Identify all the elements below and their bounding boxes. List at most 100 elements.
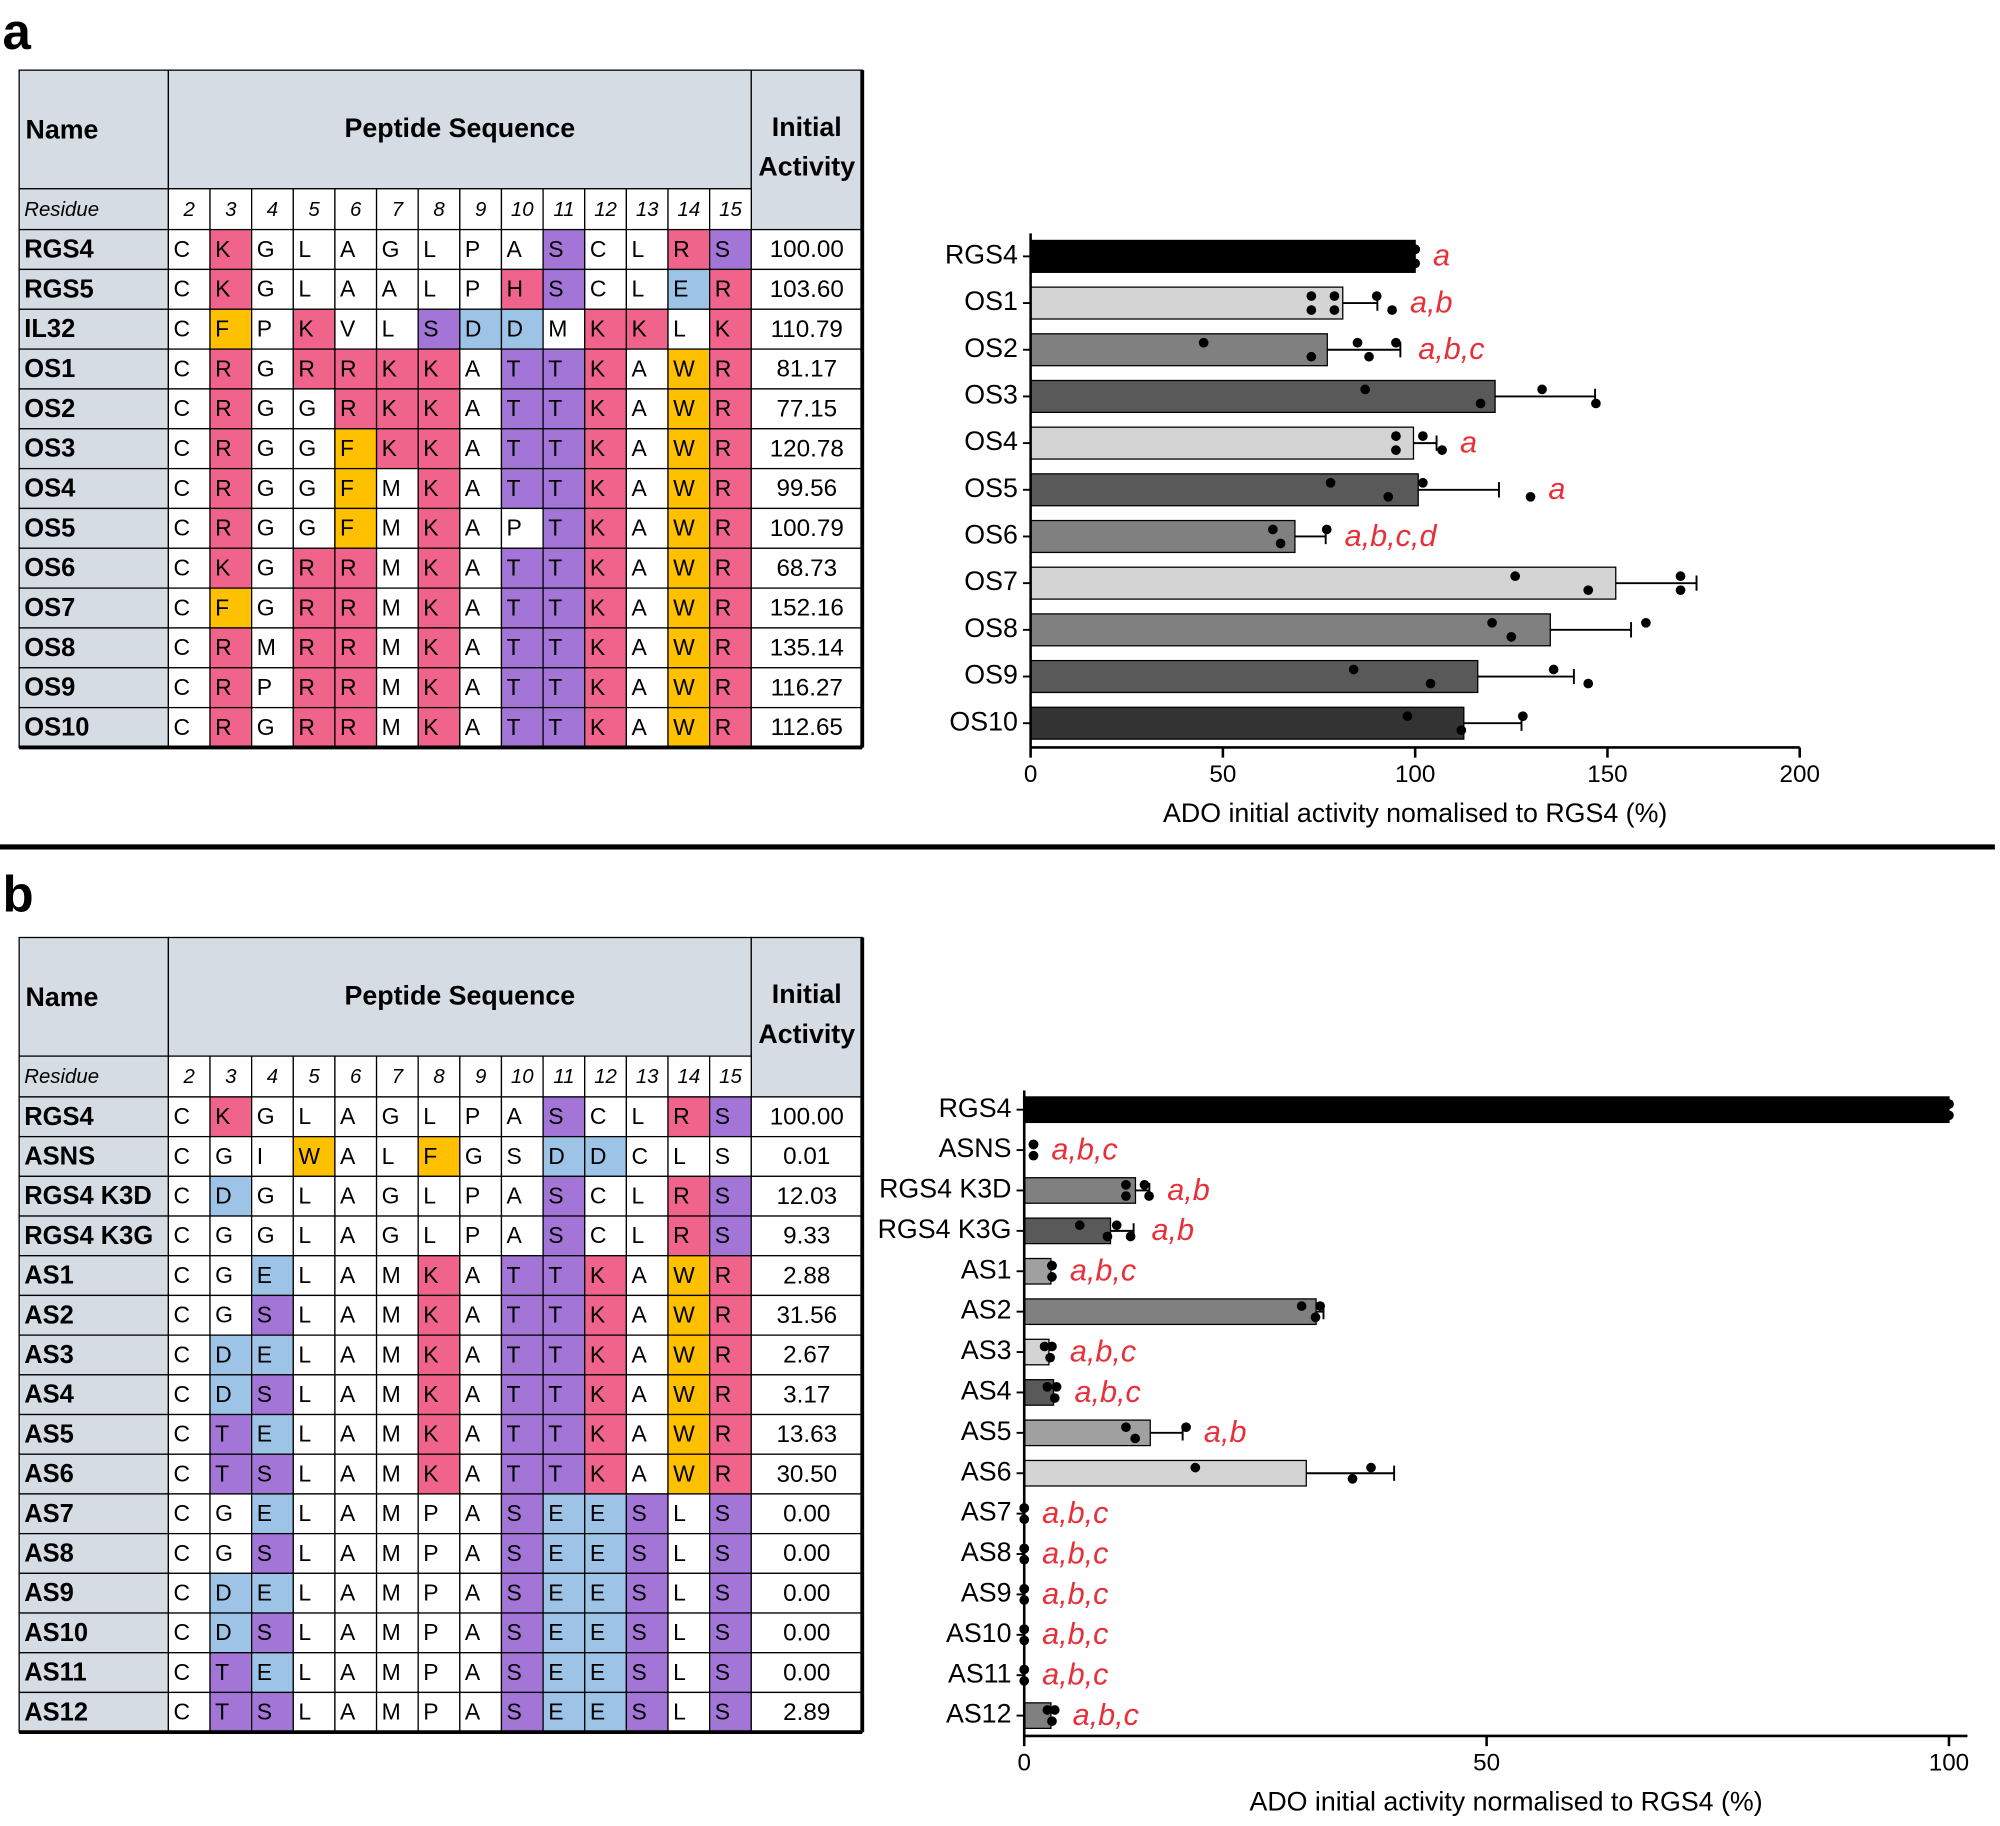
sequence-cell	[584, 1413, 628, 1455]
residue-letter: G	[257, 276, 275, 302]
sequence-cell	[209, 627, 253, 669]
residue-letter: C	[590, 276, 607, 302]
data-point	[1049, 1705, 1060, 1715]
sequence-cell	[167, 1255, 211, 1297]
residue-letter: G	[215, 1500, 233, 1526]
row-name: OS3	[24, 435, 75, 463]
residue-letter: A	[631, 634, 647, 660]
residue-letter: S	[507, 1540, 522, 1566]
residue-letter: T	[548, 594, 562, 620]
sequence-cell	[625, 1334, 669, 1376]
residue-letter: S	[507, 1143, 522, 1169]
sequence-cell	[251, 1334, 294, 1376]
residue-letter: L	[382, 1143, 395, 1169]
data-point	[1321, 524, 1332, 535]
data-point	[1391, 431, 1401, 441]
bar	[1029, 519, 1296, 554]
sequence-cell	[709, 547, 752, 589]
residue-letter: D	[465, 316, 482, 342]
significance-label: a,b	[1204, 1415, 1247, 1449]
residue-letter: M	[257, 634, 276, 660]
significance-label: a,b,c	[1051, 1132, 1117, 1166]
sequence-cell	[209, 428, 253, 470]
sequence-cell	[709, 1652, 752, 1694]
sequence-cell	[667, 1691, 711, 1733]
sequence-cell	[459, 547, 503, 589]
residue-letter: A	[465, 475, 481, 501]
residue-letter: E	[548, 1619, 563, 1645]
residue-letter: A	[631, 515, 647, 541]
row-name: AS5	[24, 1420, 74, 1448]
residue-letter: R	[215, 475, 232, 501]
panel-label: b	[3, 865, 34, 922]
residue-letter: C	[173, 555, 190, 581]
residue-letter: T	[548, 355, 562, 381]
sequence-cell	[542, 587, 586, 629]
row-name: OS4	[24, 475, 76, 503]
residue-letter: L	[423, 1183, 436, 1209]
bar	[1023, 1298, 1317, 1326]
residue-number: 14	[677, 1066, 700, 1088]
residue-letter: E	[257, 1580, 272, 1606]
residue-number: 3	[225, 1066, 237, 1088]
activity-value: 9.33	[783, 1223, 830, 1250]
x-tick-label: 150	[1587, 761, 1627, 788]
residue-letter: A	[465, 395, 481, 421]
name-cell	[18, 1652, 170, 1694]
residue-letter: V	[340, 316, 356, 342]
sequence-cell	[459, 1612, 503, 1654]
residue-letter: A	[340, 1222, 356, 1248]
residue-number: 13	[636, 199, 659, 221]
significance-label: a,b,c	[1418, 332, 1484, 366]
sequence-cell	[209, 348, 253, 390]
activity-cell	[750, 1096, 863, 1138]
sequence-cell	[251, 308, 294, 350]
residue-letter: A	[631, 674, 647, 700]
residue-letter: C	[173, 395, 190, 421]
sequence-cell	[209, 1175, 253, 1217]
residue-letter: R	[340, 355, 357, 381]
residue-letter: E	[590, 1580, 605, 1606]
activity-cell	[750, 1294, 863, 1336]
residue-letter: T	[548, 1421, 562, 1447]
name-cell	[18, 1175, 170, 1217]
sequence-cell	[459, 348, 503, 390]
residue-letter: T	[507, 1341, 521, 1367]
sequence-cell	[542, 1374, 586, 1416]
data-point	[1275, 538, 1286, 549]
sequence-cell	[334, 1334, 378, 1376]
data-point	[1525, 491, 1536, 502]
x-tick-label: 50	[1209, 761, 1236, 788]
sequence-cell	[500, 1652, 544, 1694]
sequence-cell	[500, 1453, 544, 1495]
residue-letter: K	[382, 435, 398, 461]
sequence-cell	[209, 467, 253, 510]
residue-letter: S	[507, 1500, 522, 1526]
residue-letter: T	[507, 355, 521, 381]
residue-letter: R	[673, 236, 690, 262]
sequence-cell	[209, 1096, 253, 1138]
residue-letter: T	[215, 1659, 229, 1685]
residue-letter: A	[340, 1341, 356, 1367]
residue-letter: W	[673, 1262, 695, 1288]
residue-letter: S	[715, 236, 730, 262]
data-point	[1348, 664, 1359, 675]
residue-letter: A	[465, 1619, 481, 1645]
error-bar	[1615, 575, 1698, 591]
sequence-cell	[709, 1493, 752, 1535]
significance-label: a,b,c	[1042, 1658, 1108, 1692]
category-label: AS8	[961, 1537, 1012, 1567]
sequence-cell	[417, 348, 461, 390]
sequence-cell	[251, 507, 294, 549]
residue-letter: R	[673, 1183, 690, 1209]
residue-letter: L	[673, 1619, 686, 1645]
sequence-cell	[500, 547, 544, 589]
data-point	[1310, 1312, 1321, 1323]
residue-letter: R	[215, 435, 232, 461]
sequence-cell	[709, 1215, 752, 1257]
residue-number: 7	[392, 1066, 404, 1088]
residue-number: 8	[433, 199, 445, 221]
data-point	[1047, 1272, 1057, 1282]
residue-letter: C	[173, 1143, 190, 1169]
residue-letter: R	[215, 714, 232, 740]
